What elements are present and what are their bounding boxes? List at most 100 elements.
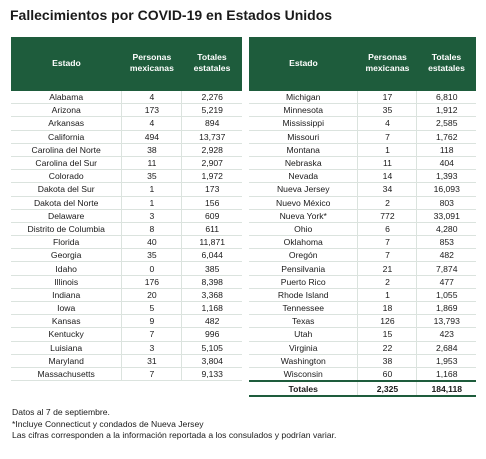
- totals-state-total: 184,118: [416, 380, 476, 398]
- total-cell: 894: [181, 116, 242, 131]
- mexicans-cell: 11: [357, 156, 417, 171]
- table-row: Delaware 3 609: [11, 209, 242, 223]
- table-row: Michigan 17 6,810: [249, 89, 476, 105]
- total-cell: 1,912: [416, 103, 476, 118]
- column-header-state: Estado: [249, 37, 358, 90]
- state-cell: Florida: [11, 235, 122, 250]
- table-row: Wisconsin 60 1,168: [249, 367, 476, 382]
- table-row: Nebraska 11 404: [249, 156, 476, 171]
- totals-mexicans: 2,325: [357, 380, 417, 398]
- state-cell: Illinois: [11, 275, 122, 289]
- total-cell: 1,168: [416, 367, 476, 382]
- mexicans-cell: 20: [121, 288, 182, 303]
- footnote-date: Datos al 7 de septiembre.: [12, 407, 110, 417]
- mexicans-cell: 31: [121, 354, 182, 368]
- state-cell: Rhode Island: [249, 288, 358, 303]
- table-row: Nevada 14 1,393: [249, 169, 476, 184]
- table-row: Alabama 4 2,276: [11, 89, 242, 105]
- table-row: Nueva York* 772 33,091: [249, 209, 476, 223]
- table-row: Carolina del Sur 11 2,907: [11, 156, 242, 171]
- column-header-totals: Totales estatales: [181, 37, 242, 90]
- total-cell: 13,793: [416, 314, 476, 329]
- mexicans-cell: 3: [121, 341, 182, 355]
- table-row: Maryland 31 3,804: [11, 354, 242, 368]
- total-cell: 3,804: [181, 354, 242, 368]
- total-cell: 173: [181, 182, 242, 197]
- deaths-table-right: Estado Personas mexicanas Totales estata…: [249, 37, 476, 398]
- state-cell: Puerto Rico: [249, 275, 358, 289]
- mexicans-cell: 4: [121, 116, 182, 131]
- mexicans-cell: 1: [121, 196, 182, 210]
- mexicans-cell: 35: [121, 169, 182, 184]
- mexicans-cell: 35: [121, 248, 182, 263]
- total-cell: 2,585: [416, 116, 476, 131]
- state-cell: Georgia: [11, 248, 122, 263]
- table-row: Idaho 0 385: [11, 261, 242, 276]
- total-cell: 853: [416, 235, 476, 250]
- total-cell: 2,907: [181, 156, 242, 171]
- state-cell: Tennessee: [249, 301, 358, 316]
- total-cell: 482: [416, 248, 476, 263]
- total-cell: 609: [181, 209, 242, 223]
- table-row: Iowa 5 1,168: [11, 301, 242, 316]
- table-row: Puerto Rico 2 477: [249, 275, 476, 289]
- total-cell: 803: [416, 196, 476, 210]
- mexicans-cell: 22: [357, 341, 417, 355]
- state-cell: Dakota del Sur: [11, 182, 122, 197]
- mexicans-cell: 14: [357, 169, 417, 184]
- state-cell: Oregón: [249, 248, 358, 263]
- total-cell: 7,874: [416, 261, 476, 276]
- table-row: Virginia 22 2,684: [249, 341, 476, 355]
- state-cell: Utah: [249, 327, 358, 342]
- total-cell: 3,368: [181, 288, 242, 303]
- table-row: Oregón 7 482: [249, 248, 476, 263]
- mexicans-cell: 7: [121, 367, 182, 382]
- state-cell: Colorado: [11, 169, 122, 184]
- state-cell: Arizona: [11, 103, 122, 118]
- mexicans-cell: 173: [121, 103, 182, 118]
- footnote-new-york: *Incluye Connecticut y condados de Nueva…: [12, 418, 204, 429]
- mexicans-cell: 7: [357, 235, 417, 250]
- totals-row: Totales 2,325 184,118: [249, 380, 476, 398]
- total-cell: 2,276: [181, 89, 242, 105]
- state-cell: Nevada: [249, 169, 358, 184]
- mexicans-cell: 2: [357, 275, 417, 289]
- table-row: Washington 38 1,953: [249, 354, 476, 368]
- total-cell: 2,684: [416, 341, 476, 355]
- mexicans-cell: 4: [121, 89, 182, 105]
- total-cell: 6,044: [181, 248, 242, 263]
- table-row: Arkansas 4 894: [11, 116, 242, 131]
- state-cell: Massachusetts: [11, 367, 122, 382]
- total-cell: 404: [416, 156, 476, 171]
- table-row: Texas 126 13,793: [249, 314, 476, 329]
- table-row: Nueva Jersey 34 16,093: [249, 182, 476, 197]
- total-cell: 1,393: [416, 169, 476, 184]
- total-cell: 1,972: [181, 169, 242, 184]
- mexicans-cell: 772: [357, 209, 417, 223]
- column-header-state: Estado: [11, 37, 122, 90]
- total-cell: 13,737: [181, 130, 242, 144]
- footnotes: Datos al 7 de septiembre. *Incluye Conne…: [12, 407, 336, 442]
- mexicans-cell: 176: [121, 275, 182, 289]
- state-cell: Maryland: [11, 354, 122, 368]
- state-cell: Nuevo México: [249, 196, 358, 210]
- total-cell: 5,105: [181, 341, 242, 355]
- total-cell: 5,219: [181, 103, 242, 118]
- state-cell: Distrito de Columbia: [11, 222, 122, 237]
- state-cell: Texas: [249, 314, 358, 329]
- table-row: Utah 15 423: [249, 327, 476, 342]
- mexicans-cell: 1: [121, 182, 182, 197]
- state-cell: Carolina del Norte: [11, 143, 122, 157]
- mexicans-cell: 34: [357, 182, 417, 197]
- total-cell: 996: [181, 327, 242, 342]
- table-row: Dakota del Sur 1 173: [11, 182, 242, 197]
- total-cell: 423: [416, 327, 476, 342]
- state-cell: Iowa: [11, 301, 122, 316]
- mexicans-cell: 18: [357, 301, 417, 316]
- mexicans-cell: 1: [357, 288, 417, 303]
- table-row: California 494 13,737: [11, 130, 242, 144]
- state-cell: Alabama: [11, 89, 122, 105]
- mexicans-cell: 38: [357, 354, 417, 368]
- mexicans-cell: 17: [357, 89, 417, 105]
- mexicans-cell: 35: [357, 103, 417, 118]
